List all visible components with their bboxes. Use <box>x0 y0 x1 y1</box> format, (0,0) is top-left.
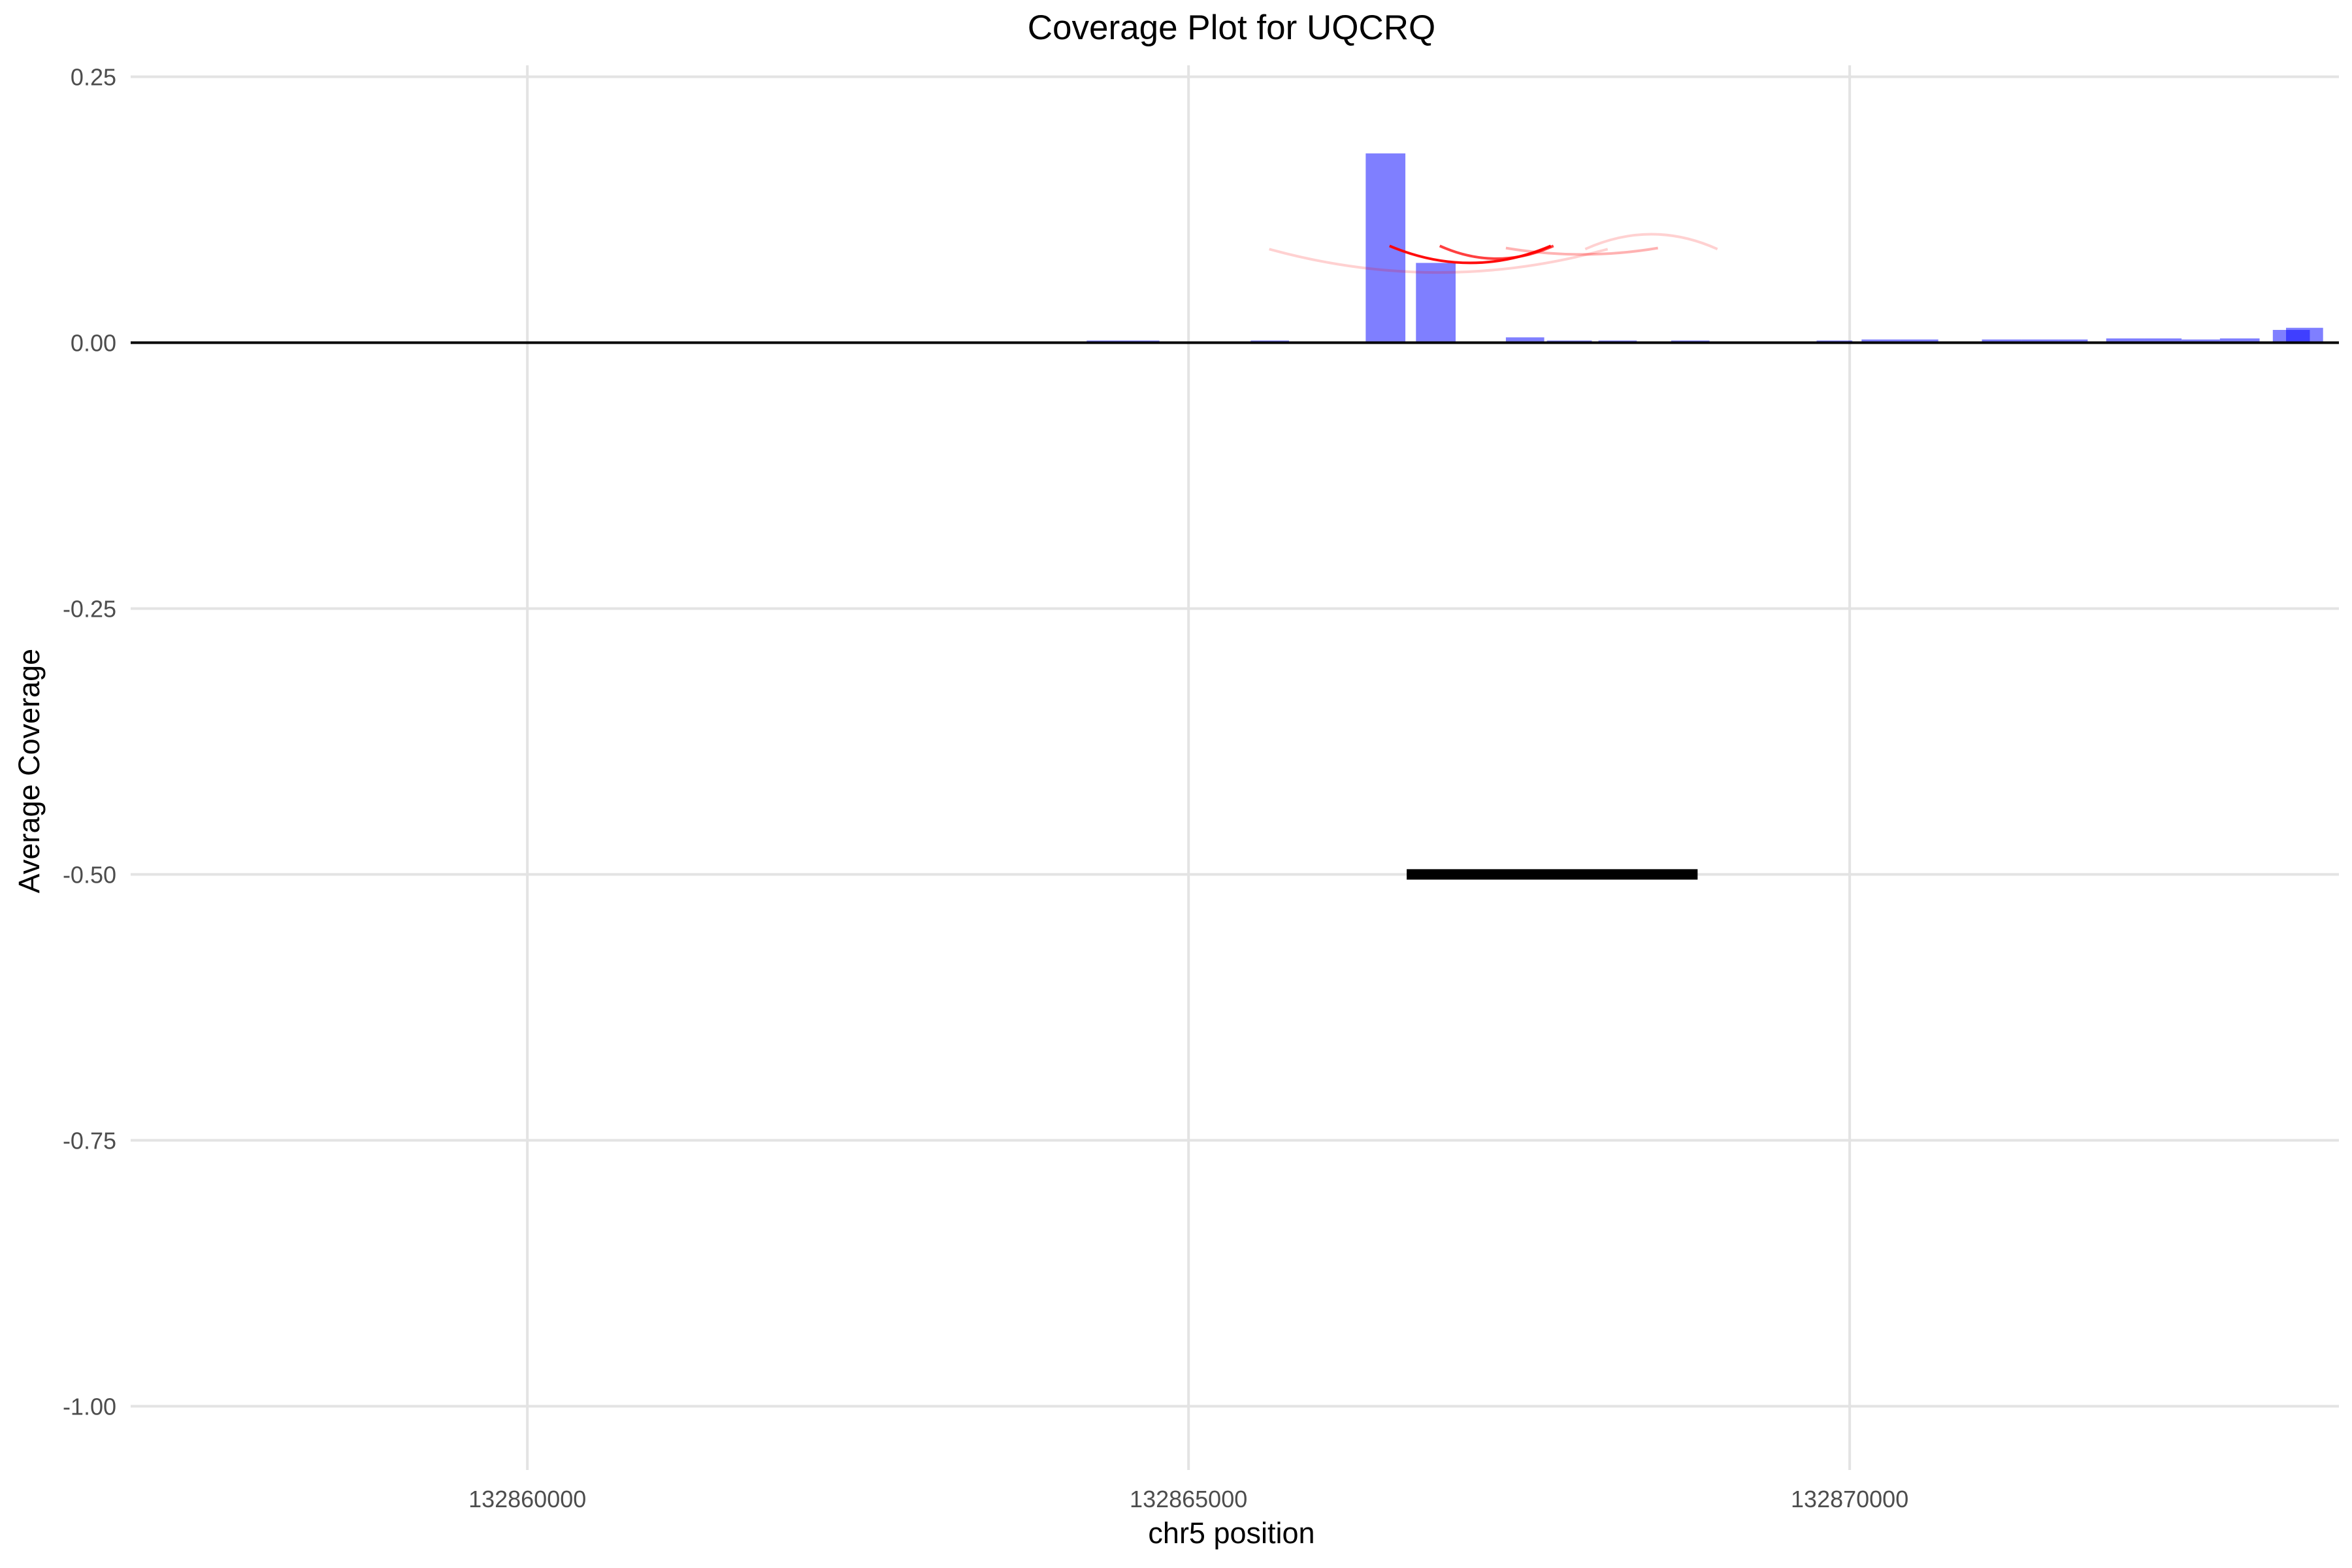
coverage-bar <box>2021 339 2059 343</box>
y-tick-label: 0.00 <box>71 330 116 357</box>
coverage-bar <box>2181 339 2220 343</box>
y-tick-label: -1.00 <box>63 1393 116 1420</box>
coverage-bars <box>1086 153 2323 343</box>
tick-labels: 0.25 0.00 -0.25 -0.50 -0.75 -1.00 132860000 132… <box>63 64 1908 1512</box>
coverage-bar <box>1900 339 1938 343</box>
y-tick-label: 0.25 <box>71 64 116 91</box>
x-axis-title: chr5 position <box>1148 1516 1315 1550</box>
link-arc <box>1584 233 1718 251</box>
y-tick-label: -0.50 <box>63 861 116 888</box>
link-arc <box>1505 246 1658 256</box>
grid <box>131 65 2339 1470</box>
coverage-bar <box>1861 339 1901 343</box>
link-arc <box>1439 244 1554 260</box>
chart-title: Coverage Plot for UQCRQ <box>1028 8 1435 47</box>
coverage-bar <box>2144 338 2182 343</box>
x-tick-label: 132865000 <box>1130 1486 1247 1512</box>
coverage-bar <box>2058 339 2088 343</box>
y-axis-title: Average Coverage <box>12 649 46 893</box>
y-tick-label: -0.25 <box>63 595 116 622</box>
coverage-bar <box>1365 153 1406 343</box>
coverage-bar <box>2286 327 2323 343</box>
coverage-bar <box>1505 337 1544 343</box>
coverage-bar <box>1416 263 1456 343</box>
coverage-bar <box>2219 338 2260 343</box>
y-tick-label: -0.75 <box>63 1127 116 1154</box>
coverage-bar <box>2106 338 2145 343</box>
link-arc <box>1269 248 1609 274</box>
x-tick-label: 132870000 <box>1791 1486 1908 1512</box>
link-arcs <box>1269 233 1718 274</box>
coverage-bar <box>1982 339 2022 343</box>
x-tick-label: 132860000 <box>468 1486 586 1512</box>
